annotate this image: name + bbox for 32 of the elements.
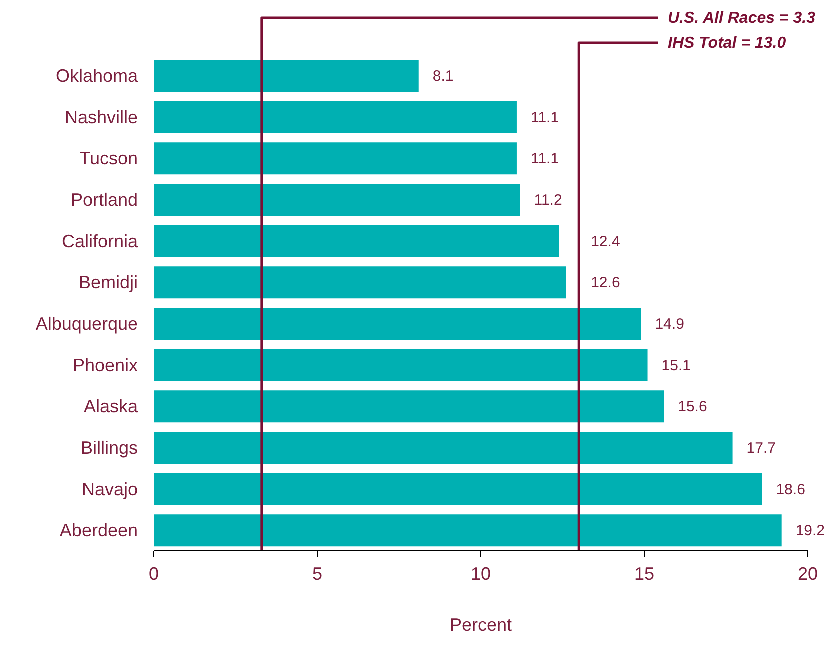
- data-label: 12.4: [591, 233, 620, 250]
- data-label: 11.1: [530, 150, 560, 168]
- x-tick-label: 10: [470, 564, 492, 584]
- data-label: 17.7: [746, 440, 776, 457]
- data-label: 12.6: [591, 274, 620, 292]
- x-axis-title: Percent: [450, 615, 512, 635]
- y-tick-label: Aberdeen: [60, 520, 138, 541]
- data-label: 19.2: [796, 522, 826, 540]
- x-tick-label: 20: [798, 564, 818, 584]
- y-tick-label: Albuquerque: [36, 314, 138, 334]
- x-tick-label: 15: [634, 564, 655, 584]
- data-label: 11.1: [530, 109, 560, 126]
- data-label: 11.2: [534, 192, 562, 209]
- y-tick-label: Tucson: [80, 148, 138, 169]
- y-tick-label: Billings: [80, 438, 138, 458]
- data-label: 14.9: [655, 316, 684, 333]
- y-tick-label: Bemidji: [78, 272, 138, 293]
- y-tick-label: Oklahoma: [56, 66, 139, 86]
- y-tick-label: California: [62, 231, 139, 252]
- y-tick-label: Alaska: [84, 396, 139, 417]
- data-label: 15.6: [678, 398, 708, 416]
- y-tick-label: Phoenix: [72, 355, 138, 376]
- data-label: 15.1: [662, 357, 691, 374]
- x-tick-label: 0: [148, 564, 160, 584]
- y-tick-label: Nashville: [64, 107, 138, 128]
- ref-line-label: U.S. All Races = 3.3: [668, 10, 816, 27]
- data-label: 18.6: [776, 481, 806, 498]
- data-label: 8.1: [432, 68, 454, 85]
- ref-line-label: IHS Total = 13.0: [668, 35, 786, 52]
- y-tick-label: Portland: [70, 190, 138, 210]
- x-tick-label: 5: [312, 564, 323, 584]
- y-tick-label: Navajo: [82, 479, 138, 500]
